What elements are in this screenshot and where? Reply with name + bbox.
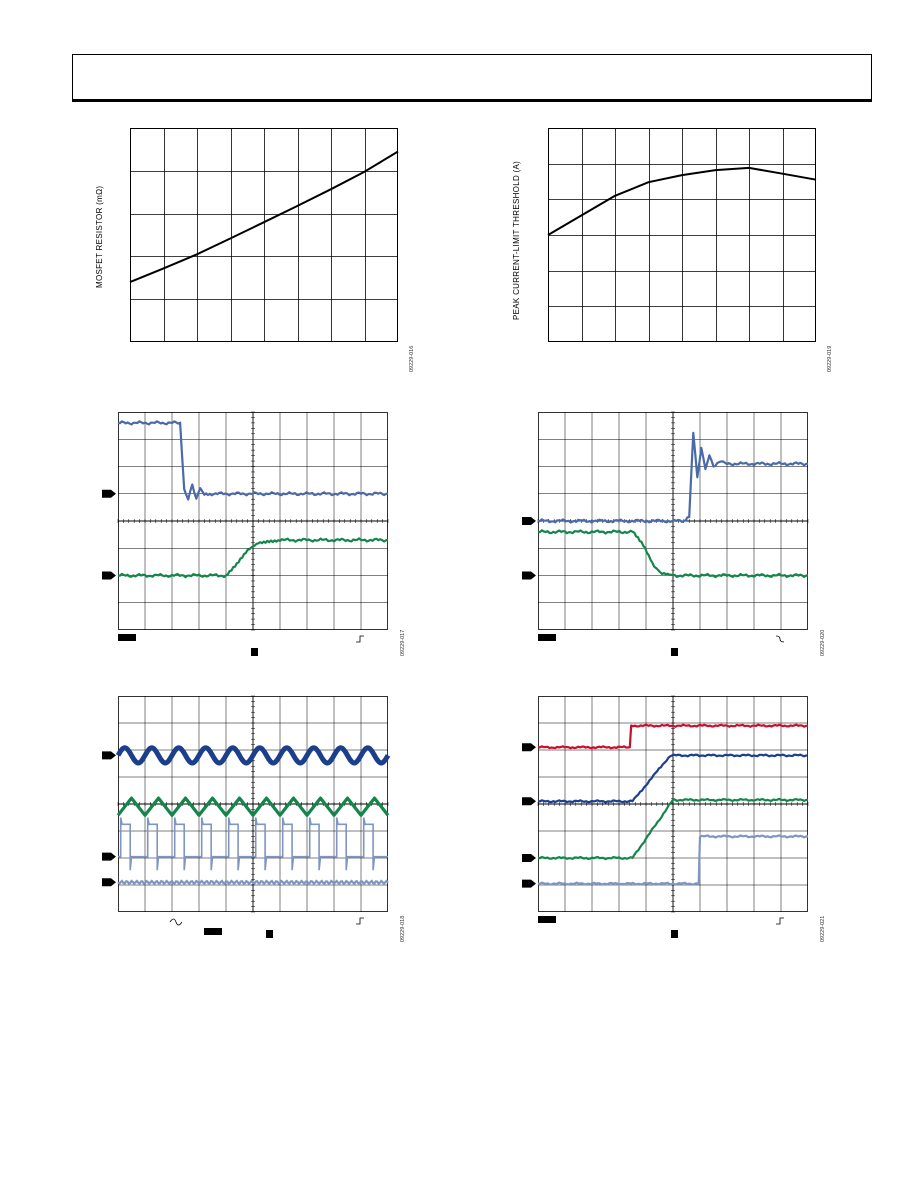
- scope-2-trace-ch2: [537, 529, 809, 579]
- scope-3-ch4-channel-marker: [102, 878, 116, 887]
- scope-4-footer-label-box: [538, 916, 556, 923]
- scope-4-ch2-channel-marker: [522, 797, 536, 806]
- scope-2-footer-label-box: [538, 634, 556, 641]
- scope-1-footer-channel-box: [251, 648, 258, 656]
- mosfet-resistor-series-0: [129, 150, 399, 284]
- figure-id-016: 09229-016: [409, 345, 415, 372]
- figure-scope-transient-2: [522, 411, 809, 656]
- scope-3-trace-pulse: [118, 817, 388, 871]
- figure-id-018: 09229-018: [400, 915, 406, 942]
- scope-1-trace-ch2: [117, 537, 389, 579]
- figure-id-020: 09229-020: [820, 629, 826, 656]
- figure-mosfet-resistor: [129, 128, 399, 342]
- scope-2-trigger-edge-icon: [775, 635, 785, 643]
- switching-waveforms-plot: [102, 695, 391, 938]
- scope-3-trace-ripple: [115, 745, 391, 766]
- scope-2-footer-channel-box: [671, 648, 678, 656]
- scope-3-footer-channel-box: [266, 930, 273, 938]
- scope-4-ch4-channel-marker: [522, 879, 536, 888]
- figure-peak-current-limit: [547, 128, 817, 342]
- scope-3-ch3-channel-marker: [102, 852, 116, 861]
- scope-3-trigger-edge-icon: [356, 917, 364, 925]
- scope-2-ch2-channel-marker: [522, 571, 536, 580]
- scope-2-trace-ch1: [537, 431, 809, 524]
- scope-3-footer-label-box: [204, 928, 222, 935]
- scope-4-trace-ch1: [537, 723, 809, 750]
- scope-3-ch1-channel-marker: [102, 751, 116, 760]
- peak-current-limit-series-0: [547, 166, 817, 236]
- scope-3-bandwidth-icon: [169, 918, 183, 926]
- scope-transient-1-plot: [102, 411, 389, 656]
- scope-2-ch1-channel-marker: [522, 517, 536, 525]
- mosfet-resistor-plot: [129, 128, 399, 342]
- scope-1-trigger-edge-icon: [356, 635, 364, 643]
- startup-sequence-plot: [522, 695, 809, 938]
- scope-4-footer-channel-box: [671, 930, 678, 938]
- scope-3-trace-triangle: [116, 796, 390, 817]
- peak-current-limit-frame: [548, 128, 816, 342]
- page-header: [72, 54, 872, 102]
- scope-3-trace-flat: [117, 879, 389, 886]
- figure-startup-sequence: [522, 695, 809, 938]
- scope-4-trace-ch2: [537, 753, 809, 804]
- figure-switching-waveforms: [102, 695, 391, 938]
- scope-1-footer-label-box: [118, 634, 136, 641]
- scope-1-ch1-channel-marker: [102, 489, 116, 498]
- peak-current-limit-y-axis-label: PEAK CURRENT-LIMIT THRESHOLD (A): [512, 160, 521, 320]
- figure-id-017: 09229-017: [400, 629, 406, 656]
- figure-id-021: 09229-021: [820, 915, 826, 942]
- scope-4-trigger-edge-icon: [776, 917, 784, 925]
- mosfet-resistor-frame: [130, 128, 398, 342]
- scope-4-trace-ch3: [537, 797, 809, 861]
- mosfet-resistor-y-axis-label: MOSFET RESISTOR (mΩ): [95, 185, 104, 288]
- scope-1-trace-ch1: [117, 420, 388, 501]
- scope-4-trace-ch4: [537, 834, 809, 886]
- peak-current-limit-plot: [547, 128, 817, 342]
- scope-4-ch3-channel-marker: [522, 854, 536, 862]
- figure-scope-transient-1: [102, 411, 389, 656]
- scope-1-ch2-channel-marker: [102, 571, 116, 580]
- figure-id-019: 09229-019: [827, 345, 833, 372]
- scope-transient-2-plot: [522, 411, 809, 656]
- scope-4-ch1-channel-marker: [522, 743, 536, 752]
